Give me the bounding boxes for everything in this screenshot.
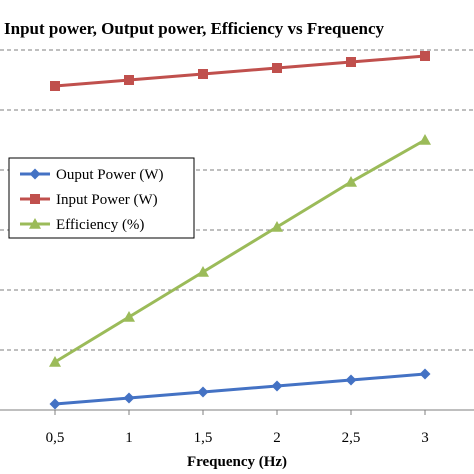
series-diamond [49, 368, 431, 410]
legend-entry: Input Power (W) [20, 192, 158, 208]
legend-label: Efficiency (%) [56, 217, 144, 233]
legend-marker [30, 194, 40, 204]
data-point [123, 392, 135, 404]
data-point [271, 380, 283, 392]
data-point [272, 63, 282, 73]
x-tick-label: 2 [273, 430, 281, 446]
x-tick-label: 1 [125, 430, 133, 446]
x-tick-label: 2,5 [342, 430, 361, 446]
data-point [123, 311, 135, 322]
data-point [197, 266, 209, 277]
series-line [54, 54, 426, 88]
data-point [49, 356, 61, 367]
data-point [420, 51, 430, 61]
series-line [54, 138, 426, 364]
data-point [419, 134, 431, 145]
data-point [124, 75, 134, 85]
x-tick-layer: 0,5 1 1,5 2 2,5 3 [46, 410, 429, 446]
legend-entries: Ouput Power (W) Input Power (W) Efficiency… [20, 167, 163, 233]
x-tick-label: 0,5 [46, 430, 65, 446]
legend-label: Ouput Power (W) [56, 167, 163, 183]
data-point [345, 176, 357, 187]
legend-entry: Ouput Power (W) [20, 167, 163, 183]
x-tick-label: 1,5 [194, 430, 213, 446]
data-point [198, 69, 208, 79]
data-point [197, 386, 209, 398]
data-point [49, 398, 61, 410]
chart-title: Input power, Output power, Efficiency vs… [4, 19, 385, 38]
series-square [50, 51, 430, 91]
x-tick-label: 3 [421, 430, 429, 446]
series-line [54, 372, 426, 406]
series-triangle [49, 134, 431, 367]
data-point [345, 374, 357, 386]
legend-marker [29, 168, 41, 180]
legend-label: Input Power (W) [56, 192, 158, 208]
x-axis-label: Frequency (Hz) [187, 454, 287, 470]
legend-entry: Efficiency (%) [20, 217, 144, 233]
data-point [419, 368, 431, 380]
data-point [271, 221, 283, 232]
legend: Ouput Power (W) Input Power (W) Efficiency… [8, 157, 195, 239]
data-point [50, 81, 60, 91]
series-layer [49, 51, 431, 410]
legend-marker [29, 218, 41, 229]
data-point [346, 57, 356, 67]
